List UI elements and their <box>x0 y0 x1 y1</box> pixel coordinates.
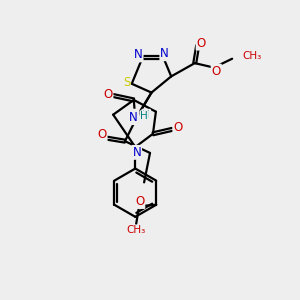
Text: O: O <box>173 122 183 134</box>
Text: N: N <box>128 111 137 124</box>
Text: H: H <box>142 110 150 120</box>
Text: N: N <box>129 110 138 123</box>
Text: N: N <box>134 48 142 62</box>
Text: O: O <box>135 195 144 208</box>
Text: CH₃: CH₃ <box>127 225 146 236</box>
Text: CH₃: CH₃ <box>242 51 262 62</box>
Text: O: O <box>196 37 206 50</box>
Text: N: N <box>160 47 169 60</box>
Text: O: O <box>98 128 106 141</box>
Text: S: S <box>123 76 130 89</box>
Text: H: H <box>140 111 148 121</box>
Text: O: O <box>103 88 112 100</box>
Text: N: N <box>132 146 141 159</box>
Text: O: O <box>212 64 221 78</box>
